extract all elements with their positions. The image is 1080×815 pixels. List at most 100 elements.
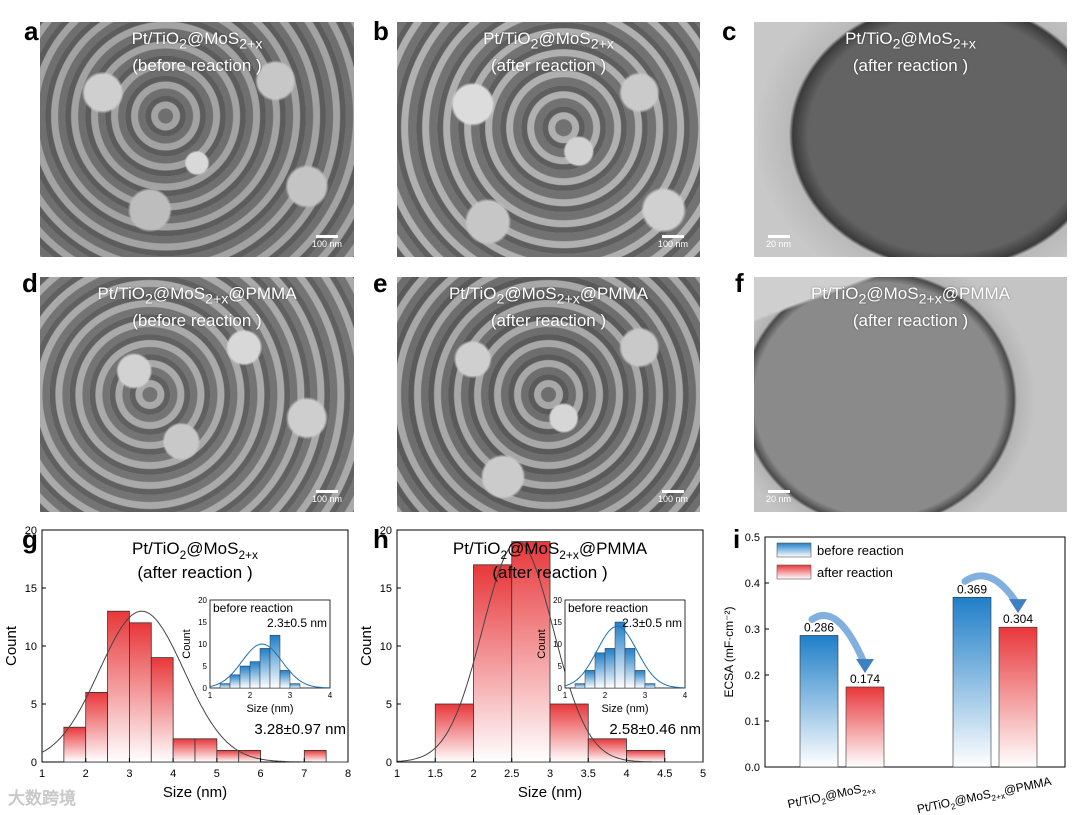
gaussian-fit-line [396,541,703,763]
inset-histogram-bar [229,674,241,689]
plot-frame [764,536,1066,768]
inset-gaussian-fit-line [564,625,685,689]
inset-histogram-bar [269,634,281,689]
histogram-bar [434,703,474,763]
inset-y-tick-label: 15 [553,618,562,627]
inset-histogram-bar [604,648,616,689]
x-tick-label: 7 [301,768,307,780]
y-tick-label: 5 [31,699,37,711]
inset-histogram-bar [289,683,301,689]
inset-histogram-bar [279,670,291,689]
histogram-bar [549,703,589,763]
x-tick-label: 1 [394,768,400,780]
inset-y-tick-label: 0 [203,684,208,693]
inset-histogram-bar [584,670,596,689]
watermark: 大数跨境 [8,789,76,808]
y-axis-label: Count [358,625,375,666]
image-label-f: Pt/TiO2@MoS2+x@PMMA (after reaction ) [810,284,1011,331]
x-tick-label: 4.5 [657,768,672,780]
y-tick-label: 15 [380,583,392,595]
panel-letter-d: d [22,268,38,298]
sem-image-e: Pt/TiO2@MoS2+x@PMMA (after reaction ) 100… [397,277,700,512]
y-tick-label: 20 [380,525,392,537]
legend-label: before reaction [817,543,904,558]
scale-bar-a: 100 nm [312,235,342,249]
histogram-bar [511,541,551,763]
histogram-bar [194,738,218,763]
x-axis-label: Size (nm) [163,784,227,801]
image-label-c: Pt/TiO2@MoS2+x (after reaction ) [845,29,976,76]
x-tick-label: 1.5 [428,768,443,780]
ecsa-bar [799,635,839,768]
histogram-bar [63,726,87,763]
y-tick-label: 0 [31,757,37,769]
inset-histogram-bar [594,652,606,689]
bar-value-label: 0.286 [804,620,834,634]
inset-histogram-bar [634,670,646,689]
histogram-bar [150,657,174,763]
inset-histogram-bar [614,621,626,689]
y-axis-label: ECSA (mF·cm⁻²) [722,607,736,698]
legend-label: after reaction [817,565,893,580]
histogram-bar [303,749,327,763]
inset-x-tick-label: 2 [603,691,608,700]
sem-image-d: Pt/TiO2@MoS2+x@PMMA (before reaction ) 10… [40,277,354,512]
histogram-bar [473,564,513,763]
x-tick-label: 4 [170,768,176,780]
inset-histogram-bar [644,683,656,689]
inset-x-tick-label: 4 [328,691,333,700]
x-tick-label: 2.5 [504,768,519,780]
y-axis-label: Count [3,625,20,666]
panel-letter-i: i [733,524,741,554]
inset-y-axis-label: Count [536,629,548,658]
scale-bar-f: 20 nm [766,490,791,504]
tem-image-c: Pt/TiO2@MoS2+x (after reaction ) 20 nm [754,22,1067,257]
x-tick-label: 3 [547,768,553,780]
x-tick-label: 3.5 [581,768,596,780]
inset-histogram-bar [259,648,271,689]
transition-arrow [961,572,1022,609]
transition-arrow-head [1009,599,1027,614]
x-tick-label: 5 [214,768,220,780]
ecsa-bar-chart-i: 0.0 0.1 0.2 0.3 0.4 0.5 ECSA (mF·cm⁻²) 0.286 0.3… [722,532,1066,815]
y-tick-label: 0.4 [745,578,760,590]
inset-y-tick-label: 10 [553,640,562,649]
y-tick-label: 0.0 [745,762,760,774]
inset-histogram-bar [219,683,231,689]
inset-y-tick-label: 0 [558,684,563,693]
histogram-bar [107,610,130,763]
inset-y-tick-label: 20 [198,596,207,605]
y-tick-label: 0.2 [745,670,760,682]
inset-histogram-bar [249,661,261,689]
inset-x-tick-label: 1 [208,691,213,700]
inset-x-tick-label: 1 [563,691,568,700]
image-label-d: Pt/TiO2@MoS2+x@PMMA (before reaction ) [97,284,297,331]
category-label: Pt/TiO2@MoS2+x [786,779,877,814]
y-tick-label: 10 [380,641,392,653]
ecsa-bar [952,596,992,768]
y-tick-label: 0.1 [745,716,760,728]
transition-arrow-head [856,658,874,673]
inset-y-tick-label: 10 [198,640,207,649]
scale-bar-b: 100 nm [658,235,688,249]
panel-letter-a: a [24,16,39,46]
legend-swatch [776,542,812,558]
bar-value-label: 0.174 [850,672,880,686]
y-tick-label: 5 [386,699,392,711]
image-label-a: Pt/TiO2@MoS2+x (before reaction ) [131,29,263,76]
inset-histogram-bar [239,665,251,689]
histogram-bar [85,691,108,763]
inset-title: before reaction [568,601,648,615]
tem-image-f: Pt/TiO2@MoS2+x@PMMA (after reaction ) 20 … [754,277,1067,512]
chart-subtitle: (after reaction ) [137,563,252,582]
x-tick-label: 2 [470,768,476,780]
chart-title: Pt/TiO2@MoS2+x [132,539,258,562]
y-tick-label: 0.5 [745,532,760,544]
x-axis-label: Size (nm) [518,784,582,801]
inset-histogram-bar [624,648,636,689]
x-tick-label: 2 [83,768,89,780]
panel-letter-g: g [22,524,38,554]
bar-value-label: 0.304 [1003,612,1033,626]
ecsa-bar [845,686,885,768]
